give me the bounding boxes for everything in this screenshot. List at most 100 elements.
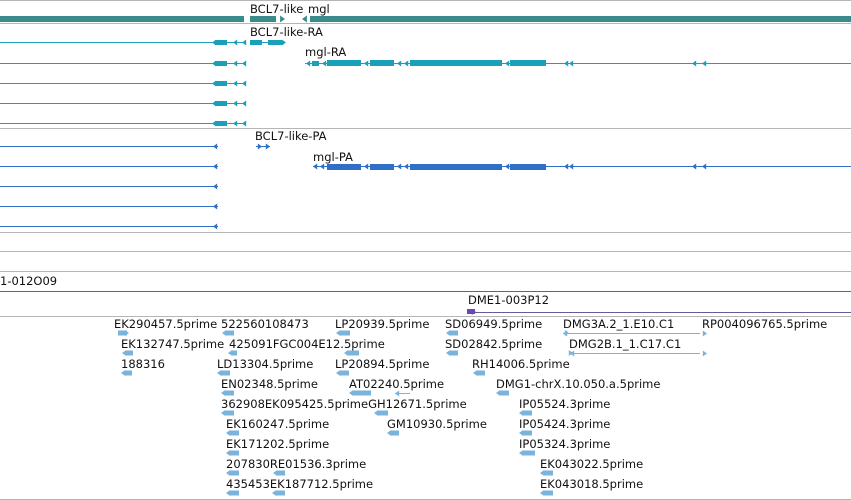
est-block[interactable] — [523, 450, 535, 456]
est-block[interactable] — [340, 370, 349, 376]
est-block[interactable] — [523, 410, 532, 416]
est-label[interactable]: DMG3A.2_1.E10.C1 — [563, 317, 675, 331]
est-block[interactable] — [544, 490, 553, 496]
est-arrow — [122, 350, 127, 356]
est-block[interactable] — [348, 350, 359, 356]
est-block[interactable] — [277, 470, 285, 476]
est-block[interactable] — [226, 330, 234, 336]
transcript-exon[interactable] — [327, 60, 361, 66]
gene-bar-mgl[interactable] — [310, 16, 851, 22]
est-label[interactable]: IP05424.3prime — [519, 417, 611, 431]
est-block[interactable] — [221, 370, 230, 376]
est-block[interactable] — [523, 430, 532, 436]
est-block[interactable] — [544, 470, 553, 476]
strand-arrow — [505, 163, 510, 170]
est-block[interactable] — [276, 490, 285, 496]
est-block[interactable] — [378, 410, 388, 416]
est-block[interactable] — [477, 370, 485, 376]
est-label[interactable]: EK043022.5prime — [540, 457, 644, 471]
est-label[interactable]: EK132747.5prime — [121, 337, 225, 351]
gene-label-bcl7-like[interactable]: BCL7-like — [250, 2, 304, 16]
est-label[interactable]: SD02842.5prime — [445, 337, 543, 351]
est-block[interactable] — [126, 350, 133, 356]
est-label[interactable]: 362908EK095425.5primeGH12671.5prime — [221, 397, 467, 411]
est-label[interactable]: EK043018.5prime — [540, 477, 644, 491]
est-block[interactable] — [500, 390, 509, 396]
transcript-label-bcl7-like-ra[interactable]: BCL7-like-RA — [250, 25, 323, 39]
transcript-label-mgl-ra[interactable]: mgl-RA — [305, 45, 347, 59]
transcript-exon[interactable] — [215, 81, 227, 86]
est-label[interactable]: 435453EK187712.5prime — [226, 477, 374, 491]
est-label[interactable]: 188316 — [121, 357, 165, 371]
gene-bar-left[interactable] — [0, 16, 244, 22]
est-block[interactable] — [232, 350, 237, 356]
est-block[interactable] — [391, 430, 399, 436]
est-arrow — [519, 450, 524, 456]
est-label[interactable]: SD06949.5prime — [445, 317, 543, 331]
est-label[interactable]: EK290457.5prime — [114, 317, 218, 331]
est-label[interactable]: 425091FGC004E12.5prime — [229, 337, 385, 351]
transcript-exon[interactable] — [215, 101, 227, 106]
est-label[interactable]: DMG2B.1_1.C17.C1 — [569, 337, 682, 351]
transcript-exon[interactable] — [268, 40, 282, 45]
est-arrow — [446, 330, 451, 336]
est-block[interactable] — [230, 450, 239, 456]
strand-arrow — [242, 39, 247, 46]
transcript-exon[interactable] — [250, 40, 262, 45]
protein-label-mgl-pa[interactable]: mgl-PA — [313, 150, 353, 164]
est-label[interactable]: 522560108473 — [221, 317, 309, 331]
gene-bar-bcl7[interactable] — [250, 16, 276, 22]
est-arrow — [570, 350, 575, 357]
transcript-exon[interactable] — [370, 60, 394, 66]
strand-arrow — [397, 60, 402, 67]
est-block[interactable] — [118, 330, 127, 336]
strand-arrow — [569, 60, 574, 67]
transcript-exon[interactable] — [215, 121, 227, 126]
est-label[interactable]: LP20894.5prime — [335, 357, 430, 371]
strand-arrow — [692, 60, 697, 67]
protein-block[interactable] — [410, 164, 502, 170]
strand-arrow — [320, 163, 325, 170]
est-label[interactable]: LD13304.5prime — [217, 357, 314, 371]
strand-arrow — [564, 163, 569, 170]
est-label[interactable]: RP004096765.5prime — [702, 317, 828, 331]
est-label[interactable]: EN02348.5prime — [221, 377, 318, 391]
est-block[interactable] — [230, 470, 239, 476]
protein-block[interactable] — [370, 164, 394, 170]
est-label[interactable]: DMG1-chrX.10.050.a.5prime — [496, 377, 661, 391]
strand-arrow — [213, 223, 218, 230]
est-label[interactable]: AT02240.5prime — [349, 377, 445, 391]
transcript-exon[interactable] — [215, 40, 227, 45]
est-label[interactable]: IP05324.3prime — [519, 437, 611, 451]
protein-block[interactable] — [510, 164, 546, 170]
clone-block[interactable] — [467, 309, 475, 314]
transcript-exon[interactable] — [312, 61, 319, 66]
est-label[interactable]: GM10930.5prime — [387, 417, 487, 431]
est-block[interactable] — [230, 430, 239, 436]
clone-label-012o09[interactable]: 1-012O09 — [0, 274, 58, 288]
est-label[interactable]: 207830RE01536.3prime — [226, 457, 367, 471]
est-block[interactable] — [450, 330, 458, 336]
est-block[interactable] — [230, 490, 239, 496]
est-block[interactable] — [225, 410, 234, 416]
est-block[interactable] — [125, 370, 132, 376]
transcript-exon[interactable] — [510, 60, 546, 66]
est-block[interactable] — [353, 390, 371, 396]
est-label[interactable]: RH14006.5prime — [472, 357, 570, 371]
est-block[interactable] — [225, 390, 234, 396]
clone-label-dme1-003p12[interactable]: DME1-003P12 — [468, 293, 550, 307]
transcript-exon[interactable] — [410, 60, 502, 66]
transcript-exon[interactable] — [215, 61, 227, 66]
gene-label-mgl[interactable]: mgl — [308, 2, 330, 16]
protein-block[interactable] — [327, 164, 361, 170]
est-block[interactable] — [340, 330, 350, 336]
strand-arrow — [242, 60, 247, 67]
est-label[interactable]: EK160247.5prime — [226, 417, 330, 431]
est-label[interactable]: EK171202.5prime — [226, 437, 330, 451]
strand-arrow — [242, 100, 247, 107]
est-block[interactable] — [450, 350, 458, 356]
est-label[interactable]: LP20939.5prime — [335, 317, 430, 331]
protein-label-bcl7-like-pa[interactable]: BCL7-like-PA — [255, 129, 327, 143]
est-label[interactable]: IP05524.3prime — [519, 397, 611, 411]
